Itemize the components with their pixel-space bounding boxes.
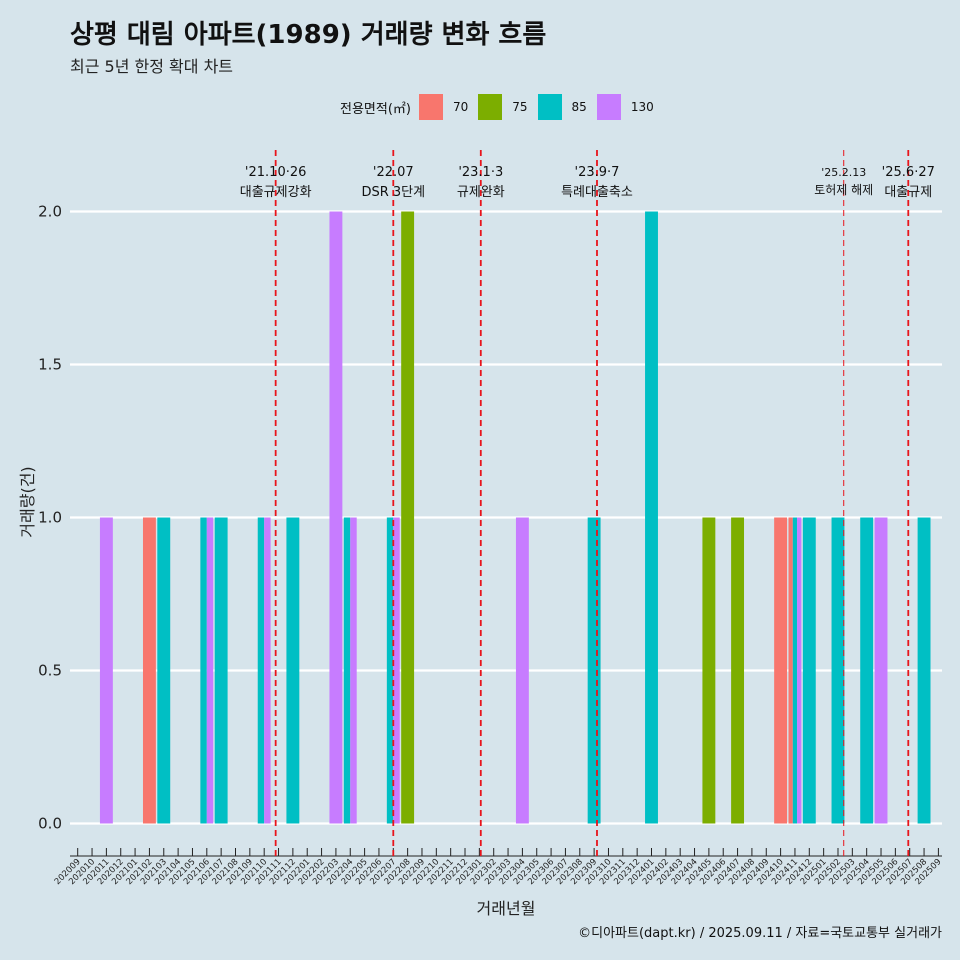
- legend-item-130: 130: [596, 94, 654, 120]
- legend-swatch-75: [478, 94, 503, 120]
- bar-202110-85: [257, 517, 265, 824]
- event-date-5: '25.6·27: [882, 165, 935, 180]
- bar-202505-130: [874, 517, 888, 824]
- bar-202405-75: [702, 517, 716, 824]
- legend-label-75: 75: [512, 100, 528, 114]
- bar-202204-85: [343, 517, 351, 824]
- chart-title: 상평 대림 아파트(1989) 거래량 변화 흐름: [70, 20, 547, 50]
- bar-202112-85: [286, 517, 300, 824]
- bar-202207-130: [393, 517, 400, 824]
- legend-title: 전용면적(㎡): [340, 101, 411, 117]
- bar-202103-85: [157, 517, 171, 824]
- event-date-2: '23.1·3: [458, 165, 503, 180]
- bar-202106-85: [200, 517, 207, 824]
- legend-label-130: 130: [630, 100, 654, 114]
- bar-202407-75: [731, 517, 745, 824]
- event-date-3: '23.9·7: [575, 165, 620, 180]
- legend-swatch-130: [596, 94, 621, 120]
- y-tick-label: 1.0: [38, 509, 62, 527]
- bar-202106-130: [206, 517, 214, 824]
- bar-202204-130: [350, 517, 357, 824]
- event-date-4: '25.2.13: [821, 166, 866, 179]
- bar-202411-70: [788, 517, 793, 824]
- bar-202411-130: [797, 517, 802, 824]
- bar-202107-85: [214, 517, 228, 824]
- bar-202207-85: [386, 517, 394, 824]
- legend-item-70: 70: [418, 94, 469, 120]
- y-tick-label: 0.0: [38, 815, 62, 833]
- bar-202410-70: [774, 517, 788, 824]
- event-label-4: 토허제 해제: [814, 183, 873, 197]
- source-caption: ©디아파트(dapt.kr) / 2025.09.11 / 자료=국토교통부 실…: [578, 926, 942, 941]
- bar-202502-85: [831, 517, 845, 824]
- event-label-2: 규제완화: [457, 185, 505, 200]
- event-label-3: 특례대출축소: [561, 185, 633, 200]
- event-label-5: 대출규제: [884, 185, 932, 200]
- event-label-0: 대출규제강화: [240, 185, 312, 200]
- bar-202304-130: [515, 517, 529, 824]
- event-date-1: '22.07: [373, 165, 414, 180]
- y-tick-label: 2.0: [38, 203, 62, 221]
- bar-202504-85: [860, 517, 874, 824]
- x-axis-title: 거래년월: [477, 899, 536, 918]
- bar-202412-85: [802, 517, 816, 824]
- chart-subtitle: 최근 5년 한정 확대 차트: [70, 57, 234, 76]
- bar-202401-85: [645, 211, 658, 824]
- event-date-0: '21.10·26: [245, 165, 306, 180]
- bar-202411-85: [792, 517, 798, 824]
- bar-202208-75: [401, 211, 415, 824]
- legend-item-75: 75: [478, 94, 528, 120]
- bar-202011-130: [99, 517, 113, 824]
- bar-202508-85: [917, 517, 931, 824]
- y-tick-label: 1.5: [38, 356, 62, 374]
- bar-202203-130: [329, 211, 343, 824]
- legend-swatch-70: [418, 94, 443, 120]
- y-axis-title: 거래량(건): [18, 466, 37, 537]
- event-label-1: DSR 3단계: [361, 185, 425, 200]
- legend-label-70: 70: [452, 100, 469, 114]
- y-tick-label: 0.5: [38, 662, 62, 680]
- legend-item-85: 85: [537, 94, 587, 120]
- legend-swatch-85: [537, 94, 562, 120]
- bar-202110-130: [264, 517, 271, 824]
- bar-202102-70: [142, 517, 156, 824]
- legend: 전용면적(㎡) 70 75 85 130: [340, 94, 664, 120]
- bar-202309-85: [587, 517, 601, 824]
- legend-label-85: 85: [571, 100, 587, 114]
